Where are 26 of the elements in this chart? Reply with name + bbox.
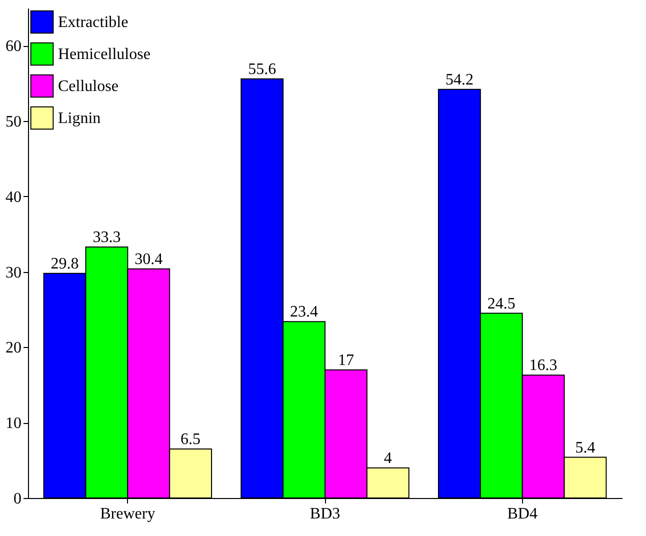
x-tick-label: BD4	[507, 506, 538, 522]
data-label: 17	[338, 352, 354, 369]
y-tick-label: 50	[6, 114, 22, 131]
data-label: 4	[384, 450, 392, 467]
legend-label: Extractible	[58, 14, 128, 31]
y-tick-label: 40	[6, 188, 22, 206]
data-label: 5.4	[575, 439, 596, 456]
data-label: 23.4	[290, 304, 318, 321]
data-label: 55.6	[248, 60, 276, 78]
y-tick-label: 60	[6, 38, 22, 56]
data-label: 24.5	[487, 295, 516, 312]
data-label: 29.8	[50, 255, 79, 272]
y-tick-label: 10	[6, 415, 22, 432]
y-tick-label: 0	[14, 490, 22, 508]
y-tick-label: 30	[6, 264, 22, 282]
data-label: 33.3	[92, 228, 121, 246]
data-label: 54.2	[445, 71, 474, 88]
legend-label: Hemicellulose	[58, 46, 150, 63]
x-tick-label: Brewery	[100, 506, 156, 522]
data-label: 16.3	[529, 357, 558, 374]
data-label: 30.4	[134, 250, 163, 268]
legend-label: Cellulose	[58, 78, 118, 95]
x-tick-label: BD3	[310, 506, 340, 522]
legend-label: Lignin	[58, 110, 101, 127]
data-label: 6.5	[180, 431, 201, 448]
y-tick-label: 20	[6, 340, 22, 357]
